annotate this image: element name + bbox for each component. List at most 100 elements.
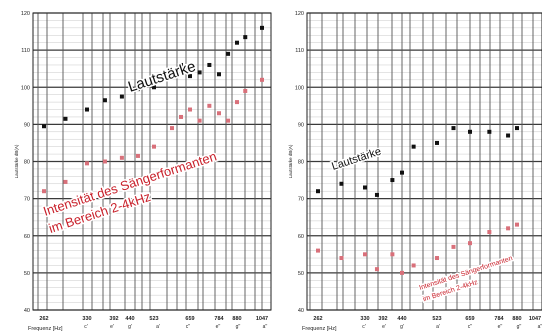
loudness-point (152, 85, 156, 90)
singers-formant-point (135, 153, 140, 158)
y-tick-label: 70 (24, 197, 30, 203)
loudness-point (487, 129, 492, 134)
singers-formant-point (235, 100, 239, 105)
x-tick-label: 784 (494, 316, 504, 322)
x-tick-label: 440 (125, 316, 134, 322)
singers-formant-point (339, 256, 344, 261)
loudness-point (411, 144, 416, 149)
x-tick-label: 392 (109, 316, 118, 322)
y-axis-label: Lautstärke dB(A) (288, 144, 293, 178)
singers-formant-point (451, 244, 456, 249)
x-tick-label: 262 (39, 316, 48, 322)
y-tick-label: 80 (24, 160, 30, 166)
loudness-point (226, 51, 231, 56)
loudness-point (235, 40, 239, 45)
loudness-point (197, 70, 202, 75)
singers-formant-point (169, 126, 174, 131)
singers-formant-point (487, 230, 492, 235)
plot-frame (32, 12, 272, 311)
loudness-point (179, 62, 184, 67)
singers-formant-point (506, 226, 511, 231)
x-note-label: c' (362, 324, 366, 330)
singers-formant-point (243, 88, 248, 93)
loudness-point (363, 185, 367, 190)
y-tick-label: 50 (298, 271, 304, 277)
loudness-point (188, 74, 192, 79)
y-tick-label: 120 (21, 11, 30, 17)
loudness-point (515, 126, 519, 131)
y-tick-label: 120 (295, 11, 304, 17)
x-tick-label: 440 (397, 316, 406, 322)
x-note-label: e' (382, 324, 386, 330)
singers-formant-point (63, 179, 68, 184)
x-note-label: a'' (538, 324, 542, 330)
chart-panel-1: 40 50 60 70 80 90 100 110 120 Lautstärke dB(A) 262… (14, 11, 272, 332)
x-tick-label: 330 (360, 316, 369, 322)
loudness-point (169, 70, 174, 75)
singers-formant-point (390, 252, 395, 257)
singers-formant-point (207, 103, 212, 108)
singers-formant-point (102, 159, 107, 164)
loudness-point (374, 192, 379, 197)
x-note-label: g' (128, 324, 132, 330)
y-tick-label: 80 (298, 160, 304, 166)
loudness-point (207, 62, 212, 67)
x-note-label: a' (156, 324, 160, 330)
singers-formant-point (179, 114, 184, 119)
y-tick-label: 100 (295, 85, 304, 91)
x-tick-label: 262 (313, 316, 322, 322)
y-tick-label: 110 (21, 48, 30, 54)
singers-formant-point (468, 241, 472, 246)
x-note-label: a'' (263, 324, 268, 330)
y-tick-label: 50 (24, 271, 30, 277)
loudness-point (400, 170, 404, 175)
x-note-label: e'' (216, 324, 221, 330)
x-axis-label: Frequenz [Hz] (302, 326, 337, 332)
x-tick-label: 784 (214, 316, 224, 322)
singers-formant-point (363, 252, 367, 257)
singers-formant-point (411, 263, 416, 268)
loudness-point (85, 107, 89, 112)
singers-formant-point (119, 155, 124, 160)
x-tick-label: 880 (232, 316, 241, 322)
x-note-label: g' (400, 324, 404, 330)
x-tick-label: 330 (82, 316, 91, 322)
plot-frame (306, 12, 542, 311)
x-tick-label: 392 (378, 316, 387, 322)
singers-formant-point (435, 256, 439, 261)
loudness-point (243, 35, 248, 40)
y-axis-label: Lautstärke dB(A) (14, 144, 19, 178)
x-tick-label: 880 (512, 316, 521, 322)
loudness-point (435, 140, 439, 145)
x-note-label: e' (110, 324, 114, 330)
y-tick-label: 110 (295, 48, 304, 54)
y-tick-label: 60 (298, 234, 304, 240)
singers-formant-point (400, 270, 404, 275)
singers-formant-point (42, 189, 46, 194)
x-note-label: g'' (236, 324, 241, 330)
chart-panel-2: 40 50 60 70 80 90 100 110 120 Lautstärke dB(A) 262… (288, 11, 542, 332)
singers-formant-point (197, 118, 202, 123)
x-note-label: c' (84, 324, 88, 330)
singers-formant-point (188, 107, 192, 112)
singers-formant-point (152, 144, 156, 149)
x-note-label: g'' (517, 324, 522, 330)
loudness-point (260, 25, 264, 30)
x-tick-label: 659 (465, 316, 474, 322)
y-tick-label: 90 (298, 122, 304, 128)
x-tick-label: 1047 (256, 316, 268, 322)
singers-formant-point (85, 161, 89, 166)
loudness-point (119, 94, 124, 99)
x-tick-label: 659 (185, 316, 194, 322)
x-note-label: c'' (186, 324, 190, 330)
singers-formant-point (217, 111, 221, 116)
annotation-loudness: Lautstärke (126, 58, 198, 96)
loudness-point (135, 87, 140, 92)
loudness-point (506, 133, 511, 138)
x-note-label: a' (436, 324, 440, 330)
singers-formant-point (316, 248, 320, 253)
singers-formant-point (260, 77, 264, 82)
loudness-point (42, 124, 46, 129)
loudness-point (217, 72, 221, 77)
